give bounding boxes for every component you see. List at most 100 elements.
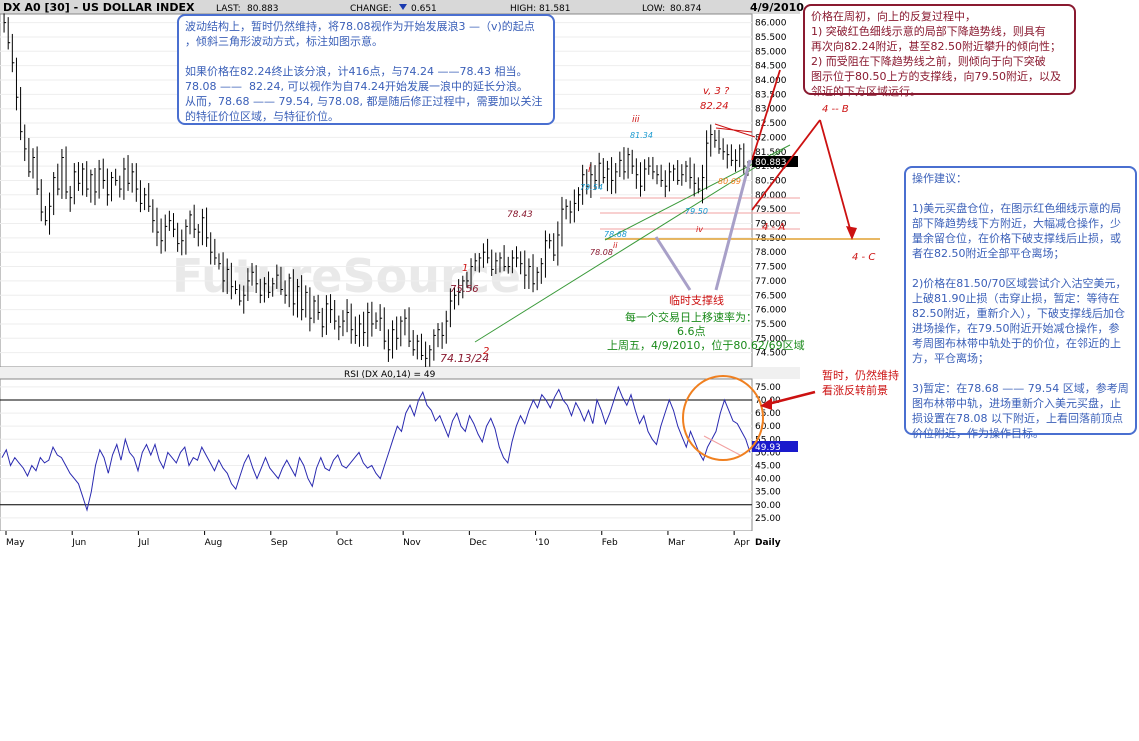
price-label-8224: 82.24 xyxy=(700,101,729,112)
low-value: 80.874 xyxy=(670,4,702,14)
price-tick-label: 76.000 xyxy=(755,306,787,316)
price-tick-label: 77.000 xyxy=(755,277,787,287)
x-axis-labels: May Jun Jul Aug Sep Oct Nov Dec '10 Feb Mar Apr xyxy=(5,531,750,548)
price-tag-value: 80.883 xyxy=(755,158,787,168)
last-friday-label: 上周五，4/9/2010，位于80.62/69区域 xyxy=(607,338,805,352)
rsi-tick-label: 25.00 xyxy=(755,514,781,524)
price-label-7868: 78.68 xyxy=(604,230,627,239)
price-bars xyxy=(3,13,750,368)
x-tick-label: May xyxy=(6,538,25,548)
rsi-note-line2: 看涨反转前景 xyxy=(822,383,888,397)
pointer-line xyxy=(751,69,781,161)
wave-label-ii: ii xyxy=(613,241,618,250)
rsi-tick-label: 35.00 xyxy=(755,488,781,498)
rsi-current-tag xyxy=(752,441,798,452)
long-trend-line xyxy=(474,149,784,343)
rsi-tick-label: 40.00 xyxy=(755,475,781,485)
rsi-tick-label: 30.00 xyxy=(755,501,781,511)
price-tick-label: 84.000 xyxy=(755,76,787,86)
x-tick-label: Jul xyxy=(137,538,149,548)
change-label: CHANGE: xyxy=(350,4,392,14)
price-label-8134: 81.34 xyxy=(630,131,653,140)
price-tick-label: 77.500 xyxy=(755,263,787,273)
rsi-divergence-line xyxy=(703,435,741,456)
change-value: 0.651 xyxy=(411,4,437,14)
price-tick-label: 76.500 xyxy=(755,291,787,301)
down-arrow-icon xyxy=(399,4,407,10)
price-label-7843: 78.43 xyxy=(507,210,533,220)
wave-label-iv: iv xyxy=(696,225,703,234)
wave-label-2: 2 xyxy=(483,346,489,357)
price-tick-label: 85.000 xyxy=(755,47,787,57)
wave-label-4a: 4 - A xyxy=(762,222,785,233)
x-tick-label: '10 xyxy=(536,538,550,548)
last-value: 80.883 xyxy=(247,4,279,14)
support-line-label: 临时支撑线 xyxy=(669,293,724,307)
projection-up-line xyxy=(751,119,821,211)
price-tick-label: 83.500 xyxy=(755,90,787,100)
price-label-7954: 79.54 xyxy=(580,183,603,192)
rsi-tick-label: 50.00 xyxy=(755,448,781,458)
x-tick-label: Sep xyxy=(271,538,288,548)
rsi-grid xyxy=(0,386,752,519)
rsi-note-arrow xyxy=(767,390,816,406)
rate-label: 每一个交易日上移速率为： xyxy=(625,310,757,324)
price-label-7413: 74.13/24 xyxy=(440,352,489,365)
projection-arrowhead-icon xyxy=(846,226,857,240)
x-tick-label: Oct xyxy=(337,538,353,548)
x-tick-label: Aug xyxy=(205,538,223,548)
price-tick-label: 84.500 xyxy=(755,62,787,72)
chart-title: DX A0 [30] - US DOLLAR INDEX xyxy=(3,1,195,14)
header-date: 4/9/2010 xyxy=(750,1,804,14)
trading-advice-note: 操作建议： 1)美元买盘仓位，在图示红色细线示意的局部下降趋势线下方附近，大幅减… xyxy=(904,166,1137,440)
price-tick-label: 82.000 xyxy=(755,133,787,143)
price-tick-label: 74.500 xyxy=(755,349,787,359)
wave-label-i: i xyxy=(588,164,591,175)
rsi-tick-label: 75.00 xyxy=(755,383,781,393)
rsi-tick-label: 45.00 xyxy=(755,461,781,471)
price-tag xyxy=(752,156,798,167)
rate-value: 6.6点 xyxy=(677,325,706,338)
header-bar xyxy=(0,0,800,14)
price-tick-label: 82.500 xyxy=(755,119,787,129)
price-tick-label: 75.000 xyxy=(755,334,787,344)
wave-structure-note: 波动结构上，暂时仍然维持，将78.08视作为开始发展浪3 —（v)的起点 ，倾斜… xyxy=(177,14,555,125)
wave-label-1: 1 xyxy=(462,263,468,274)
rsi-note-arrowhead-icon xyxy=(760,398,772,410)
rsi-tick-label: 55.00 xyxy=(755,435,781,445)
price-label-7556: 75.56 xyxy=(450,284,479,295)
price-tick-label: 85.500 xyxy=(755,33,787,43)
x-tick-label: Nov xyxy=(403,538,421,548)
price-tick-label: 81.500 xyxy=(755,148,787,158)
weekly-outlook-note: 价格在周初，向上的反复过程中， 1) 突破红色细线示意的局部下降趋势线，则具有 … xyxy=(803,4,1076,98)
price-tick-label: 79.000 xyxy=(755,220,787,230)
price-label-7950: 79.50 xyxy=(685,207,708,216)
wave-label-v: v, 3 ? xyxy=(703,86,730,97)
rsi-header xyxy=(0,367,800,379)
price-tick-label: 75.500 xyxy=(755,320,787,330)
rsi-tick-label: 65.00 xyxy=(755,409,781,419)
rsi-tick-label: 60.00 xyxy=(755,422,781,432)
price-grid xyxy=(0,22,752,354)
red-downtrend-line-2 xyxy=(715,127,753,133)
wave-label-4b: 4 -- B xyxy=(822,104,849,115)
support-pointer-right xyxy=(714,159,752,291)
last-label: LAST: xyxy=(216,4,241,14)
wave-label-4c: 4 - C xyxy=(852,252,875,263)
price-tick-label: 80.500 xyxy=(755,176,787,186)
x-tick-label: Dec xyxy=(469,538,486,548)
price-tick-label: 80.000 xyxy=(755,191,787,201)
rsi-label: RSI (DX A0,14) = 49 xyxy=(344,370,436,380)
x-tick-label: Apr xyxy=(734,538,750,548)
high-label: HIGH: xyxy=(510,4,536,14)
price-tick-label: 86.000 xyxy=(755,19,787,29)
x-tick-label: Jun xyxy=(71,538,86,548)
rsi-current-value: 49.93 xyxy=(755,443,781,453)
price-tick-label: 79.500 xyxy=(755,205,787,215)
price-tick-label: 78.000 xyxy=(755,248,787,258)
wave-label-iii: iii xyxy=(632,115,640,125)
price-label-7808: 78.08 xyxy=(590,248,613,257)
low-label: LOW: xyxy=(642,4,665,14)
x-tick-label: Feb xyxy=(602,538,618,548)
price-label-8069: 80.69 xyxy=(718,177,741,186)
